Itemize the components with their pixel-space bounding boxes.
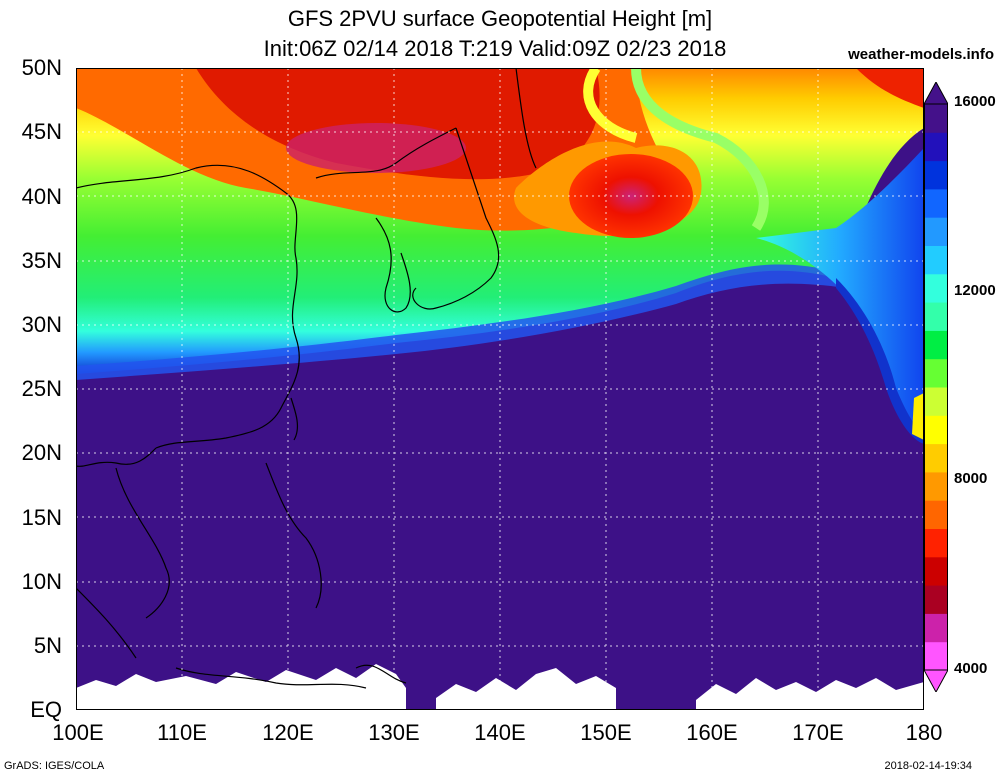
jet-swirl-outer xyxy=(631,68,769,231)
colorbar-segment xyxy=(924,132,948,162)
east-corner-red xyxy=(856,68,924,108)
lon-label-120e: 120E xyxy=(262,720,314,745)
colorbar-top-arrow xyxy=(924,82,948,105)
colorbar-segment xyxy=(924,556,948,586)
lat-label-30n: 30N xyxy=(21,312,62,337)
colorbar-segment xyxy=(924,104,948,133)
colorbar-segment xyxy=(924,273,948,303)
colorbar-segment xyxy=(924,387,948,416)
lat-label-15n: 15N xyxy=(21,505,62,530)
colorbar-segments xyxy=(924,103,948,671)
colorbar-segment xyxy=(924,188,948,218)
colorbar-bottom-arrow xyxy=(924,669,948,692)
lat-label-50n: 50N xyxy=(21,55,62,80)
colorbar-segment xyxy=(924,415,948,445)
colorbar-segment xyxy=(924,302,948,331)
colorbar-segment xyxy=(924,245,948,275)
colorbar-label-4000: 4000 xyxy=(954,660,988,677)
trough-minimum xyxy=(286,123,466,173)
coastlines xyxy=(76,68,537,689)
graticule xyxy=(76,68,924,710)
lon-label-130e: 130E xyxy=(368,720,420,745)
colorbar-segment xyxy=(924,613,948,643)
lat-label-eq: EQ xyxy=(30,697,62,722)
lon-label-100e: 100E xyxy=(52,720,104,745)
colorbar-segment xyxy=(924,641,948,671)
lat-label-40n: 40N xyxy=(21,184,62,209)
lon-label-180: 180 xyxy=(905,720,943,745)
colorbar-segment xyxy=(924,528,948,558)
colorbar-segment xyxy=(924,330,948,360)
band-edge xyxy=(76,264,846,380)
colorbar-segment xyxy=(924,160,948,190)
missing-data-patches xyxy=(76,664,924,710)
lon-label-150e: 150E xyxy=(580,720,632,745)
geopotential-map xyxy=(76,68,924,710)
lon-label-160e: 160E xyxy=(686,720,738,745)
east-streamer-edge xyxy=(836,278,924,444)
east-streamer xyxy=(756,148,924,438)
lat-label-35n: 35N xyxy=(21,248,62,273)
northern-trough-core xyxy=(196,68,600,180)
colorbar-label-16000: 16000 xyxy=(954,93,996,110)
map-frame xyxy=(76,68,924,710)
colorbar-segment xyxy=(924,471,948,501)
lon-label-110e: 110E xyxy=(157,720,207,745)
cutoff-low xyxy=(569,154,693,238)
footer-timestamp: 2018-02-14-19:34 xyxy=(884,760,972,772)
streamer-tip xyxy=(912,393,924,440)
lat-label-20n: 20N xyxy=(21,440,62,465)
lon-label-140e: 140E xyxy=(474,720,526,745)
colorbar-segment xyxy=(924,358,948,388)
colorbar-segment xyxy=(924,585,948,614)
lon-label-170e: 170E xyxy=(792,720,844,745)
colorbar-segment xyxy=(924,500,948,529)
colorbar-label-12000: 12000 xyxy=(954,282,996,299)
map-title: GFS 2PVU surface Geopotential Height [m] xyxy=(287,6,713,31)
site-label: weather-models.info xyxy=(848,46,994,63)
lat-label-45n: 45N xyxy=(21,119,62,144)
lat-label-25n: 25N xyxy=(21,376,62,401)
map-subtitle: Init:06Z 02/14 2018 T:219 Valid:09Z 02/2… xyxy=(263,36,727,61)
lat-label-10n: 10N xyxy=(21,569,62,594)
colorbar xyxy=(924,82,948,692)
lat-label-5n: 5N xyxy=(33,633,62,658)
colorbar-segment xyxy=(924,443,948,473)
footer-grads: GrADS: IGES/COLA xyxy=(4,760,105,772)
colorbar-segment xyxy=(924,217,948,246)
jet-swirl xyxy=(583,68,638,143)
colorbar-label-8000: 8000 xyxy=(954,470,988,487)
